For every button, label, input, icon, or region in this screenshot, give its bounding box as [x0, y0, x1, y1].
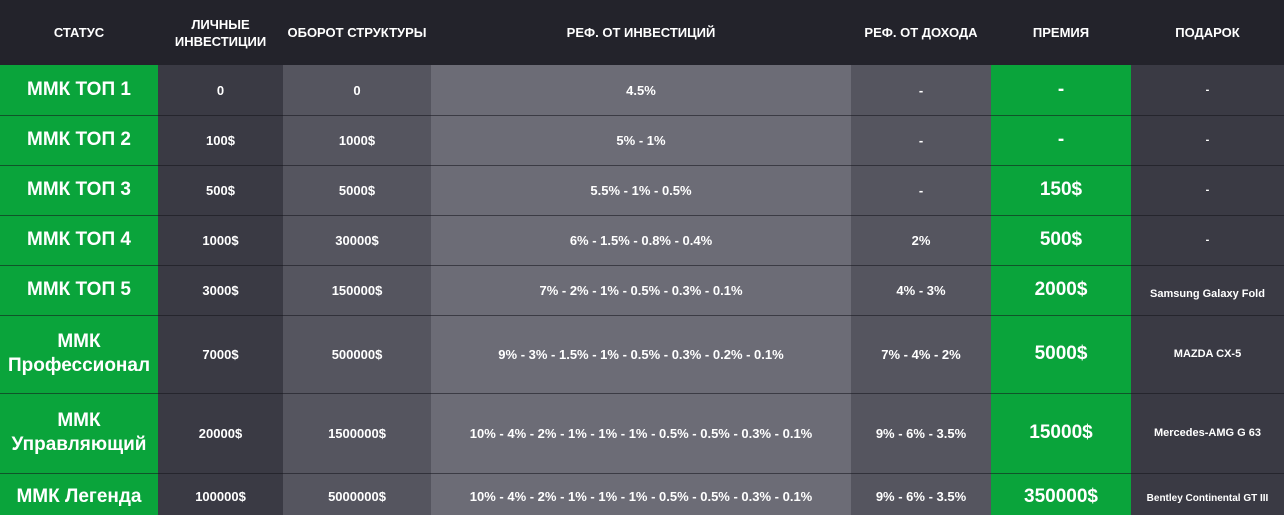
header-personal-investments: ЛИЧНЫЕ ИНВЕСТИЦИИ [174, 16, 267, 49]
gift-cell: Samsung Galaxy Fold [1131, 265, 1284, 315]
table-row: ММК ТОП 3 500$ 5000$ 5.5% - 1% - 0.5% - … [0, 165, 1284, 215]
gift-cell: - [1131, 165, 1284, 215]
header-status: СТАТУС [53, 25, 105, 40]
ref-investment-cell: 10% - 4% - 2% - 1% - 1% - 1% - 0.5% - 0.… [431, 473, 851, 515]
table-row: ММК ТОП 4 1000$ 30000$ 6% - 1.5% - 0.8% … [0, 215, 1284, 265]
table-row: ММК Легенда 100000$ 5000000$ 10% - 4% - … [0, 473, 1284, 515]
status-cell: ММК ТОП 5 [0, 265, 158, 315]
row-divider [0, 473, 1284, 474]
row-divider [0, 115, 1284, 116]
status-cell: ММК Легенда [0, 473, 158, 515]
table-row: ММК ТОП 2 100$ 1000$ 5% - 1% - - - [0, 115, 1284, 165]
table-row: ММК ТОП 5 3000$ 150000$ 7% - 2% - 1% - 0… [0, 265, 1284, 315]
table-row: ММК ТОП 1 0 0 4.5% - - - [0, 65, 1284, 115]
status-cell: ММК Управляющий [0, 393, 158, 473]
personal-investment-cell: 1000$ [158, 215, 283, 265]
row-divider [0, 265, 1284, 266]
ref-income-cell: - [851, 165, 991, 215]
turnover-cell: 150000$ [283, 265, 431, 315]
ref-investment-cell: 9% - 3% - 1.5% - 1% - 0.5% - 0.3% - 0.2%… [431, 315, 851, 393]
table-header: СТАТУС ЛИЧНЫЕ ИНВЕСТИЦИИ ОБОРОТ СТРУКТУР… [0, 0, 1284, 65]
bonus-cell: 15000$ [991, 393, 1131, 473]
row-divider [0, 165, 1284, 166]
bonus-cell: - [991, 65, 1131, 115]
ref-investment-cell: 4.5% [431, 65, 851, 115]
row-divider [0, 393, 1284, 394]
status-cell: ММК ТОП 2 [0, 115, 158, 165]
ref-income-cell: - [851, 65, 991, 115]
ref-income-cell: 4% - 3% [851, 265, 991, 315]
turnover-cell: 500000$ [283, 315, 431, 393]
bonus-cell: - [991, 115, 1131, 165]
status-cell: ММК ТОП 3 [0, 165, 158, 215]
row-divider [0, 215, 1284, 216]
turnover-cell: 0 [283, 65, 431, 115]
ref-investment-cell: 6% - 1.5% - 0.8% - 0.4% [431, 215, 851, 265]
status-cell: ММК ТОП 4 [0, 215, 158, 265]
header-ref-investments: РЕФ. ОТ ИНВЕСТИЦИЙ [566, 25, 716, 40]
bonus-cell: 5000$ [991, 315, 1131, 393]
ref-investment-cell: 5% - 1% [431, 115, 851, 165]
gift-cell: - [1131, 115, 1284, 165]
ref-investment-cell: 7% - 2% - 1% - 0.5% - 0.3% - 0.1% [431, 265, 851, 315]
ref-investment-cell: 5.5% - 1% - 0.5% [431, 165, 851, 215]
header-ref-income: РЕФ. ОТ ДОХОДА [864, 25, 978, 40]
bonus-cell: 500$ [991, 215, 1131, 265]
turnover-cell: 1000$ [283, 115, 431, 165]
bonus-cell: 2000$ [991, 265, 1131, 315]
personal-investment-cell: 100$ [158, 115, 283, 165]
bonus-cell: 150$ [991, 165, 1131, 215]
gift-cell: MAZDA CX-5 [1131, 315, 1284, 393]
ref-investment-cell: 10% - 4% - 2% - 1% - 1% - 1% - 0.5% - 0.… [431, 393, 851, 473]
personal-investment-cell: 0 [158, 65, 283, 115]
personal-investment-cell: 100000$ [158, 473, 283, 515]
ref-income-cell: 7% - 4% - 2% [851, 315, 991, 393]
ref-income-cell: 2% [851, 215, 991, 265]
turnover-cell: 5000000$ [283, 473, 431, 515]
header-bonus: ПРЕМИЯ [1032, 25, 1090, 40]
ref-income-cell: 9% - 6% - 3.5% [851, 473, 991, 515]
gift-cell: - [1131, 215, 1284, 265]
bonus-cell: 350000$ [991, 473, 1131, 515]
personal-investment-cell: 3000$ [158, 265, 283, 315]
gift-cell: - [1131, 65, 1284, 115]
status-cell: ММК ТОП 1 [0, 65, 158, 115]
personal-investment-cell: 500$ [158, 165, 283, 215]
status-cell: ММК Профессионал [0, 315, 158, 393]
turnover-cell: 1500000$ [283, 393, 431, 473]
personal-investment-cell: 20000$ [158, 393, 283, 473]
personal-investment-cell: 7000$ [158, 315, 283, 393]
header-structure-turnover: ОБОРОТ СТРУКТУРЫ [287, 25, 427, 40]
gift-cell: Mercedes-AMG G 63 [1131, 393, 1284, 473]
turnover-cell: 5000$ [283, 165, 431, 215]
ref-income-cell: - [851, 115, 991, 165]
row-divider [0, 315, 1284, 316]
header-gift: ПОДАРОК [1175, 25, 1240, 40]
table-row: ММК Управляющий 20000$ 1500000$ 10% - 4%… [0, 393, 1284, 473]
gift-cell: Bentley Continental GT III [1131, 473, 1284, 515]
ref-income-cell: 9% - 6% - 3.5% [851, 393, 991, 473]
table-row: ММК Профессионал 7000$ 500000$ 9% - 3% -… [0, 315, 1284, 393]
turnover-cell: 30000$ [283, 215, 431, 265]
